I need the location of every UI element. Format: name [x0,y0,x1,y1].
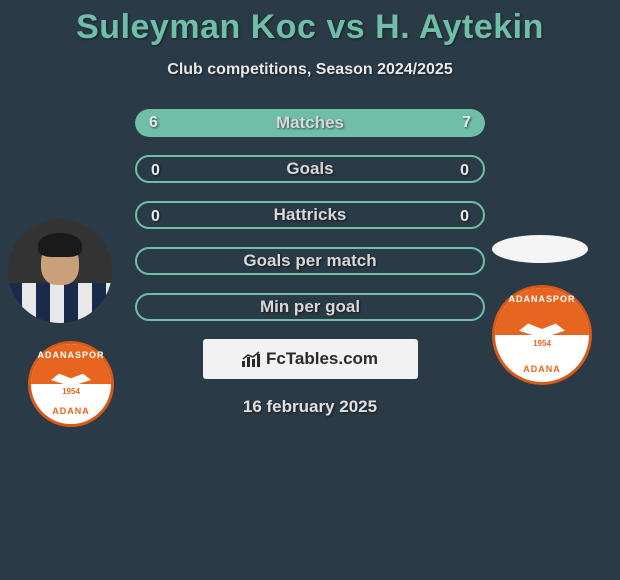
player2-photo [492,235,588,263]
club-name-bottom: ADANA [495,364,589,374]
stat-row: 00Hattricks [135,201,485,229]
stat-row: Min per goal [135,293,485,321]
logo-text: FcTables.com [266,349,378,368]
stat-label: Min per goal [137,295,483,319]
stat-label: Matches [135,109,485,137]
fctables-logo: FcTables.com [203,339,418,379]
club-year: 1954 [62,387,80,396]
player1-club-badge: ADANASPOR 1954 ADANA [28,341,114,427]
stat-row: Goals per match [135,247,485,275]
chart-icon [242,351,262,367]
stat-label: Hattricks [137,203,483,227]
stat-label: Goals [137,157,483,181]
club-name-bottom: ADANA [31,406,111,416]
stat-label: Goals per match [137,249,483,273]
page-title: Suleyman Koc vs H. Aytekin [0,0,620,47]
player1-photo [8,219,112,323]
stat-row: 00Goals [135,155,485,183]
player2-club-badge: ADANASPOR 1954 ADANA [492,285,592,385]
stat-bars: 67Matches 00Goals 00Hattricks Goals per mat… [135,109,485,321]
comparison-content: ADANASPOR 1954 ADANA ADANASPOR 1954 ADAN… [0,109,620,417]
club-name-top: ADANASPOR [31,350,111,360]
subtitle: Club competitions, Season 2024/2025 [0,61,620,79]
stat-row: 67Matches [135,109,485,137]
club-name-top: ADANASPOR [495,294,589,304]
club-year: 1954 [533,339,551,348]
